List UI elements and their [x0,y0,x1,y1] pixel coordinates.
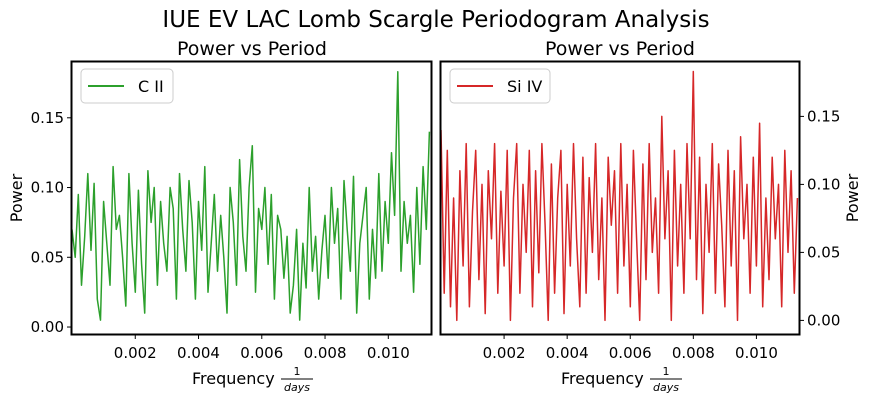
right-panel: Power vs Period 0.002 0.004 0.006 0.008 0.01… [439,38,862,394]
left-axes-frame [70,60,433,336]
left-xlabel-text: Frequency [192,369,275,388]
left-xlabel-frac-num: 1 [294,365,301,378]
left-panel-title: Power vs Period [177,38,327,60]
right-plot-area: 0.002 0.004 0.006 0.008 0.010 0.00 0.05 0.10 0.1… [441,70,840,362]
left-ytick-label: 0.10 [31,179,64,197]
right-legend-box [449,68,551,104]
right-xtick-label: 0.006 [609,344,652,362]
left-legend-box [80,68,174,104]
right-legend: Si IV [449,68,551,104]
left-ytick-label: 0.15 [31,109,64,127]
right-ytick-label: 0.05 [807,243,840,261]
left-plot-area: 0.002 0.004 0.006 0.008 0.010 0.00 0.05 0.10 0.1… [31,71,431,362]
left-series-line-0 [72,71,431,321]
right-xlabel-text: Frequency [561,369,644,388]
left-xtick-label: 0.010 [367,344,410,362]
right-ytick-label: 0.00 [807,311,840,329]
left-xlabel: Frequency 1 days [192,365,313,394]
right-panel-title: Power vs Period [545,38,695,60]
left-ytick-label: 0.00 [31,318,64,336]
left-xtick-label: 0.004 [177,344,220,362]
left-legend-label: C II [138,77,164,96]
right-ytick-label: 0.15 [807,107,840,125]
left-ylabel: Power [7,173,26,222]
right-axes-frame [439,60,801,336]
left-legend: C II [80,68,174,104]
left-xtick-label: 0.008 [304,344,347,362]
left-xlabel-frac-den: days [284,381,310,394]
right-ytick-label: 0.10 [807,175,840,193]
left-ytick-label: 0.05 [31,248,64,266]
right-xlabel-frac-den: days [653,381,679,394]
right-legend-label: Si IV [507,77,542,96]
right-xtick-label: 0.002 [483,344,526,362]
right-xtick-label: 0.004 [546,344,589,362]
right-xlabel-frac-num: 1 [663,365,670,378]
right-ylabel: Power [843,173,862,222]
right-xlabel: Frequency 1 days [561,365,682,394]
right-xtick-label: 0.008 [672,344,715,362]
left-xtick-label: 0.002 [114,344,157,362]
left-xtick-label: 0.006 [240,344,283,362]
right-xtick-label: 0.010 [735,344,778,362]
figure-suptitle: IUE EV LAC Lomb Scargle Periodogram Anal… [162,7,709,33]
left-panel: Power vs Period 0.002 0.004 0.006 0.008 0.01… [7,38,433,394]
right-series-line-0 [441,70,799,322]
